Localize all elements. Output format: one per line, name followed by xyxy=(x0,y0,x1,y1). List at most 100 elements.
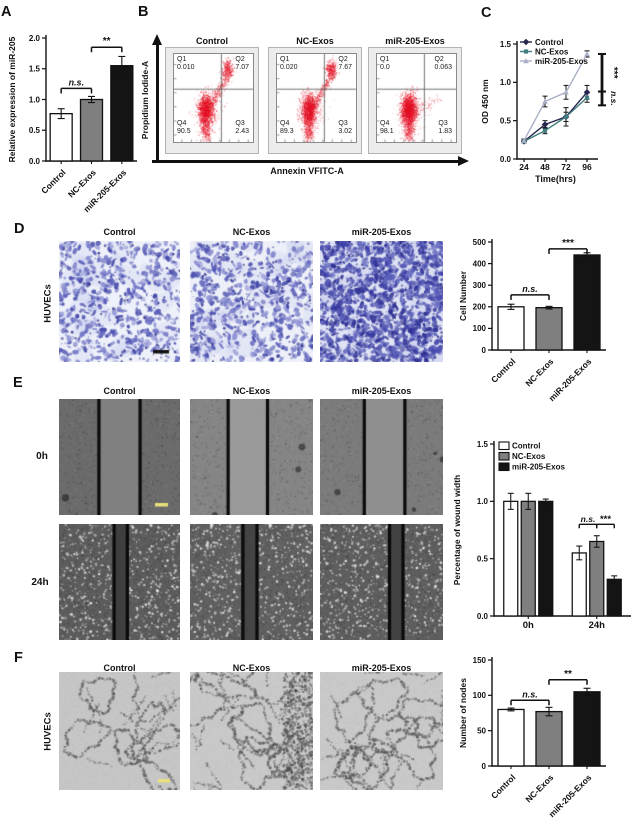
significance-label: n.s. xyxy=(69,77,85,87)
x-axis-label: Time(hrs) xyxy=(535,174,576,184)
marker-diamond xyxy=(541,121,549,128)
significance-label: ** xyxy=(103,36,111,47)
x-tick-label: 72 xyxy=(561,162,571,172)
series-line-Control xyxy=(523,91,588,142)
q2-label: Q2 xyxy=(338,56,348,63)
quadrant-q2: Q2 7.67 xyxy=(338,56,352,72)
flow-plot-area: Q1 0.010 Q2 7.07 Q4 90.5 Q3 2.43 xyxy=(173,53,254,143)
column-title-control: Control xyxy=(103,227,136,237)
marker-triangle xyxy=(521,137,527,143)
y-tick-label: 2.0 xyxy=(29,34,41,43)
y-tick-label: 200 xyxy=(473,303,487,312)
micrograph-tubes-nc-exos xyxy=(190,672,313,790)
q4-value: 89.3 xyxy=(280,128,294,135)
flow-title-mir-205-exos: miR-205-Exos xyxy=(385,36,445,46)
q1-label: Q1 xyxy=(177,56,187,63)
column-title-control: Control xyxy=(103,663,136,673)
quadrant-q2: Q2 7.07 xyxy=(235,56,249,72)
micrograph-transwell-nc-exos xyxy=(190,241,313,362)
significance-label: n.s. xyxy=(522,284,538,294)
micrograph-transwell-control xyxy=(59,241,180,362)
x-tick-label: 48 xyxy=(540,162,550,172)
chart-wound-width: 0.0 0.5 1.0 1.5 Percentage of wound width 0h 2… xyxy=(452,440,631,631)
bar-Control xyxy=(497,708,525,767)
significance-label: *** xyxy=(600,514,611,525)
column-title-nc-exos: NC-Exos xyxy=(232,663,271,673)
y-axis-label: Percentage of wound width xyxy=(452,475,462,586)
q2-value: 7.67 xyxy=(338,64,352,71)
panel-d-letter: D xyxy=(14,221,25,237)
annotation-label: *** xyxy=(608,67,619,79)
significance-label: ** xyxy=(564,669,572,680)
bar-miR-205-Exos xyxy=(573,691,601,767)
panel-a-letter: A xyxy=(1,4,12,20)
q4-label: Q4 xyxy=(380,120,390,127)
micrograph-wound-24h-nc-exos xyxy=(190,524,313,640)
y-axis-arrowhead xyxy=(151,34,162,45)
y-axis-label: Relative expression of miR-205 xyxy=(7,36,17,162)
flow-plot-area: Q1 0.020 Q2 7.67 Q4 89.3 Q3 3.02 xyxy=(276,53,357,143)
quadrant-q3: Q3 2.43 xyxy=(235,120,249,136)
bar-NC-Exos-0h xyxy=(520,500,536,617)
bar-Control xyxy=(49,112,73,162)
q4-value: 98.1 xyxy=(380,128,394,135)
legend-label: NC-Exos xyxy=(535,47,569,56)
q2-label: Q2 xyxy=(434,56,444,63)
row-label-0h: 0h xyxy=(36,451,48,462)
bar-NC-Exos xyxy=(535,710,563,767)
micrograph-wound-24h-mir-205-exos xyxy=(320,524,443,640)
micrograph-wound-0h-nc-exos xyxy=(190,399,313,515)
quadrant-q1: Q1 0.0 xyxy=(380,56,390,72)
q3-label: Q3 xyxy=(438,120,448,127)
column-title-mir-205-exos: miR-205-Exos xyxy=(351,663,412,673)
q3-value: 2.43 xyxy=(235,128,249,135)
column-title-nc-exos: NC-Exos xyxy=(232,227,271,237)
bar-Control-0h xyxy=(503,500,519,617)
x-tick-label: 96 xyxy=(582,162,592,172)
marker-diamond xyxy=(583,89,591,96)
flow-x-axis-label: Annexin VFITC-A xyxy=(270,166,344,176)
q2-value: 0.063 xyxy=(434,64,452,71)
q2-label: Q2 xyxy=(235,56,245,63)
x-axis-arrow-line xyxy=(152,160,458,163)
quadrant-q4: Q4 90.5 xyxy=(177,120,191,136)
x-category-label: NC-Exos xyxy=(523,772,555,804)
y-tick-label: 150 xyxy=(473,656,487,665)
x-category-label: Control xyxy=(39,167,67,195)
y-tick-label: 1.5 xyxy=(500,40,512,49)
quadrant-q3: Q3 3.02 xyxy=(338,120,352,136)
flow-scatter-mir-205-exos xyxy=(377,54,456,142)
column-title-mir-205-exos: miR-205-Exos xyxy=(351,227,412,237)
marker-square xyxy=(563,114,569,119)
marker-square xyxy=(542,128,548,133)
y-tick-label: 500 xyxy=(473,238,487,247)
y-tick-label: 1.5 xyxy=(29,65,41,74)
flow-plot-mir-205-exos: Q1 0.0 Q2 0.063 Q4 98.1 Q3 1.83 xyxy=(368,47,462,154)
q2-value: 7.07 xyxy=(235,64,249,71)
legend-label: NC-Exos xyxy=(512,452,546,461)
bar-miR-205-Exos-24h xyxy=(606,578,622,617)
flow-plot-nc-exos: Q1 0.020 Q2 7.67 Q4 89.3 Q3 3.02 xyxy=(268,47,362,154)
bar-miR-205-Exos xyxy=(573,254,601,351)
bar-NC-Exos xyxy=(535,307,563,351)
x-category-label: Control xyxy=(489,772,517,800)
quadrant-q1: Q1 0.010 xyxy=(177,56,195,72)
marker-triangle xyxy=(584,51,590,57)
y-tick-label: 0 xyxy=(482,346,487,355)
flow-title-nc-exos: NC-Exos xyxy=(296,36,334,46)
quadrant-q4: Q4 89.3 xyxy=(280,120,294,136)
q3-label: Q3 xyxy=(235,120,245,127)
y-axis-label: Cell Number xyxy=(458,270,468,321)
flow-plot-area: Q1 0.0 Q2 0.063 Q4 98.1 Q3 1.83 xyxy=(376,53,457,143)
legend-label: Control xyxy=(512,442,540,451)
panel-c-letter: C xyxy=(481,5,492,21)
micrograph-wound-0h-control xyxy=(59,399,180,515)
legend-label: miR-205-Exos xyxy=(512,463,565,472)
q1-value: 0.010 xyxy=(177,64,195,71)
marker-triangle xyxy=(563,89,569,95)
series-line-NC-Exos xyxy=(523,97,588,142)
panel-f-letter: F xyxy=(14,650,23,666)
quadrant-q4: Q4 98.1 xyxy=(380,120,394,136)
q3-value: 1.83 xyxy=(438,128,452,135)
